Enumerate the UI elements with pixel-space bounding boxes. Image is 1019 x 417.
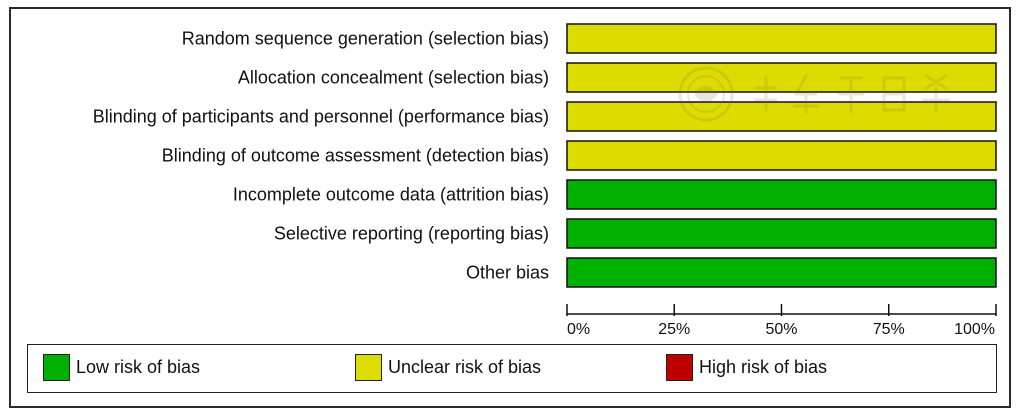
bar-segment: [566, 179, 997, 210]
legend: Low risk of bias Unclear risk of bias Hi…: [27, 344, 997, 393]
legend-label-unclear: Unclear risk of bias: [388, 357, 542, 377]
x-tick-label: 0%: [567, 321, 590, 338]
legend-label-high: High risk of bias: [699, 357, 828, 377]
legend-item-unclear: Unclear risk of bias: [355, 354, 541, 381]
bar-segment: [566, 101, 997, 132]
x-tick-label: 75%: [873, 321, 905, 338]
legend-item-high: High risk of bias: [666, 354, 827, 381]
bars: [566, 23, 997, 288]
category-label: Allocation concealment (selection bias): [238, 68, 549, 88]
category-label: Random sequence generation (selection bi…: [182, 29, 549, 49]
legend-item-low: Low risk of bias: [43, 354, 200, 381]
legend-label-low: Low risk of bias: [76, 357, 201, 377]
x-tick-label: 100%: [954, 321, 995, 338]
legend-swatch-low: [43, 354, 70, 381]
legend-swatch-high: [666, 354, 693, 381]
x-tick-label: 50%: [765, 321, 797, 338]
x-tick-label: 25%: [658, 321, 690, 338]
category-label: Blinding of outcome assessment (detectio…: [162, 146, 549, 166]
category-labels: Random sequence generation (selection bi…: [93, 29, 549, 283]
bar-segment: [566, 62, 997, 93]
legend-swatch-unclear: [355, 354, 382, 381]
bar-segment: [566, 218, 997, 249]
x-axis: 0% 25% 50% 75% 100%: [566, 304, 997, 338]
bar-segment: [566, 257, 997, 288]
bar-segment: [566, 140, 997, 171]
category-label: Other bias: [466, 263, 549, 283]
category-label: Blinding of participants and personnel (…: [93, 107, 549, 127]
bar-segment: [566, 23, 997, 54]
category-label: Selective reporting (reporting bias): [274, 224, 549, 244]
category-label: Incomplete outcome data (attrition bias): [233, 185, 549, 205]
